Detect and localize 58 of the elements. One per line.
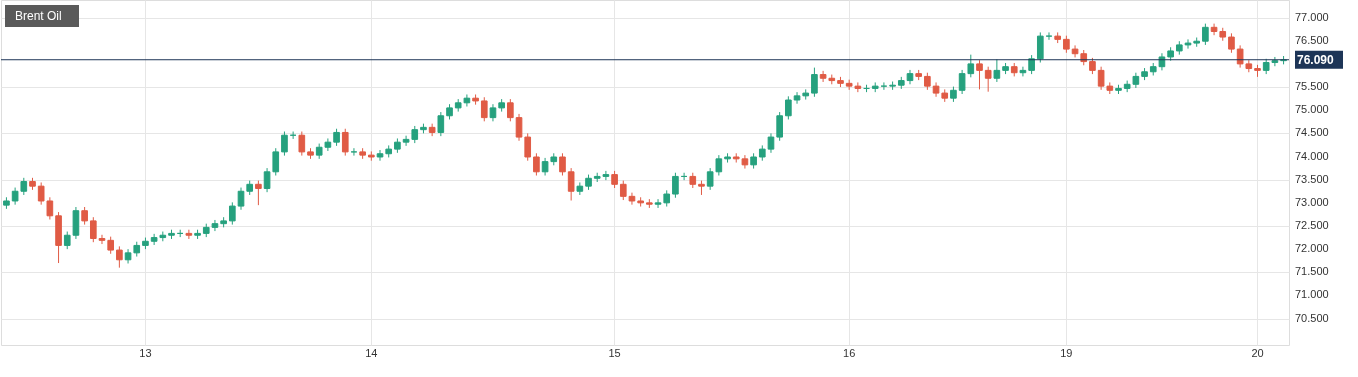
x-tick-label: 19 [1060, 346, 1073, 359]
y-tick-label: 70.500 [1295, 311, 1329, 324]
candlestick [428, 123, 436, 137]
candlestick [524, 132, 532, 162]
candlestick [984, 66, 992, 93]
x-tick-label: 14 [365, 346, 378, 359]
candlestick [776, 111, 783, 142]
y-tick-label: 74.000 [1295, 149, 1329, 162]
candlestick [672, 172, 679, 199]
text: Brent Oil [15, 9, 62, 23]
candlestick [1019, 66, 1027, 77]
candlestick [350, 147, 358, 157]
candlestick [785, 95, 792, 120]
candlestick [255, 180, 262, 206]
candlestick [116, 245, 123, 269]
y-tick-label: 75.000 [1295, 103, 1329, 116]
candlestick [341, 128, 349, 157]
y-tick-label: 71.000 [1295, 288, 1329, 301]
y-tick-label: 76.500 [1295, 33, 1329, 46]
x-tick-label: 15 [608, 346, 621, 359]
candlestick [298, 131, 306, 157]
candlestick [1228, 32, 1235, 54]
candlestick [880, 81, 888, 91]
candlestick [1036, 31, 1044, 64]
candlestick [376, 149, 384, 162]
candlestick [811, 67, 818, 98]
candlestick [1184, 38, 1192, 50]
candlestick [533, 152, 540, 177]
candlestick [229, 201, 236, 226]
candlestick [507, 98, 514, 122]
y-tick-label: 72.500 [1295, 218, 1329, 231]
candlestick [993, 58, 1001, 83]
x-tick-label: 13 [139, 346, 152, 359]
candlestick [559, 152, 566, 177]
y-tick-label: 75.500 [1295, 80, 1329, 93]
candlestick [976, 59, 983, 90]
candlestick [1202, 23, 1209, 46]
candlestick [480, 96, 488, 122]
y-tick-label: 71.500 [1295, 265, 1329, 278]
y-tick-label: 73.000 [1295, 195, 1329, 208]
y-tick-label: 77.000 [1295, 10, 1329, 23]
y-tick-label: 73.500 [1295, 172, 1329, 185]
candlestick [89, 216, 97, 243]
candlestick [1045, 31, 1053, 41]
candlestick [767, 132, 775, 154]
candlestick [98, 234, 106, 245]
candlestick [567, 167, 575, 202]
candlestick [437, 111, 445, 137]
y-tick-label: 72.000 [1295, 242, 1329, 255]
candlestick [237, 187, 245, 211]
candlestick [515, 113, 523, 142]
ref-line-label: 76.090 [1297, 52, 1335, 67]
candlestick [185, 229, 193, 240]
x-tick-label: 16 [843, 346, 856, 359]
candlestick [1028, 54, 1035, 75]
candlestick [281, 131, 288, 157]
x-tick-label: 20 [1251, 346, 1264, 359]
y-tick-label: 74.500 [1295, 126, 1329, 139]
